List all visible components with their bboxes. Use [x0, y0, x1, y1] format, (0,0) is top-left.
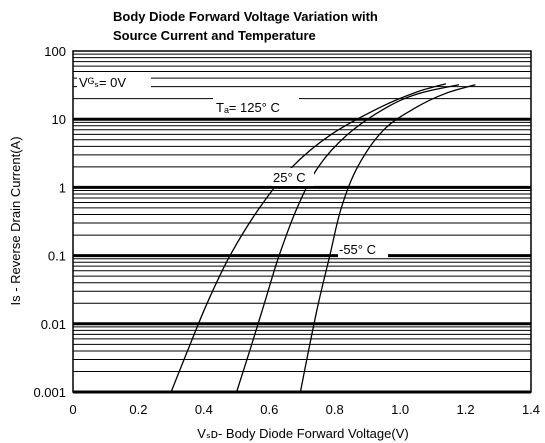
x-tick-label: 0.2: [129, 402, 147, 417]
x-tick-labels: 0 0.2 0.4 0.6 0.8 1.0 1.2 1.4: [69, 402, 540, 417]
y-tick-label: 10: [52, 112, 66, 127]
chart-title-line-1: Body Diode Forward Voltage Variation wit…: [113, 9, 378, 24]
x-tick-label: 1.0: [391, 402, 409, 417]
x-tick-label: 1.2: [457, 402, 475, 417]
condition-annotation: Vᴳₛ= 0V: [77, 73, 151, 91]
x-tick-label: 0.4: [195, 402, 213, 417]
y-tick-label: 1: [59, 180, 66, 195]
series-label-25c: 25° C: [272, 168, 314, 186]
x-tick-label: 1.4: [522, 402, 540, 417]
y-tick-labels: 0.001 0.01 0.1 1 10 100: [33, 44, 66, 400]
curves: [170, 83, 476, 393]
y-tick-label: 0.001: [33, 385, 66, 400]
x-axis-label: Vₛᴅ- Body Diode Forward Voltage(V): [197, 426, 408, 441]
x-tick-label: 0.6: [260, 402, 278, 417]
series-label-minus55c-text: -55° C: [339, 242, 376, 257]
y-axis-label: Is - Reverse Drain Current(A): [8, 136, 23, 305]
plot-frame: [72, 50, 532, 393]
y-tick-label: 0.01: [41, 317, 66, 332]
series-label-125c: Tₐ= 125° C: [213, 98, 299, 116]
chart-title-line-2: Source Current and Temperature: [113, 28, 316, 43]
series-curve-2: [299, 84, 476, 393]
series-label-minus55c: -55° C: [338, 240, 388, 258]
y-tick-label: 100: [44, 44, 66, 59]
condition-label: Vᴳₛ= 0V: [79, 75, 126, 90]
series-label-125c-text: Tₐ= 125° C: [216, 100, 280, 115]
x-tick-label: 0: [69, 402, 76, 417]
y-tick-label: 0.1: [48, 249, 66, 264]
plot-grid: [73, 53, 531, 394]
series-curve-1: [235, 84, 460, 393]
x-tick-label: 0.8: [326, 402, 344, 417]
series-curve-0: [170, 83, 447, 393]
series-label-25c-text: 25° C: [273, 170, 306, 185]
